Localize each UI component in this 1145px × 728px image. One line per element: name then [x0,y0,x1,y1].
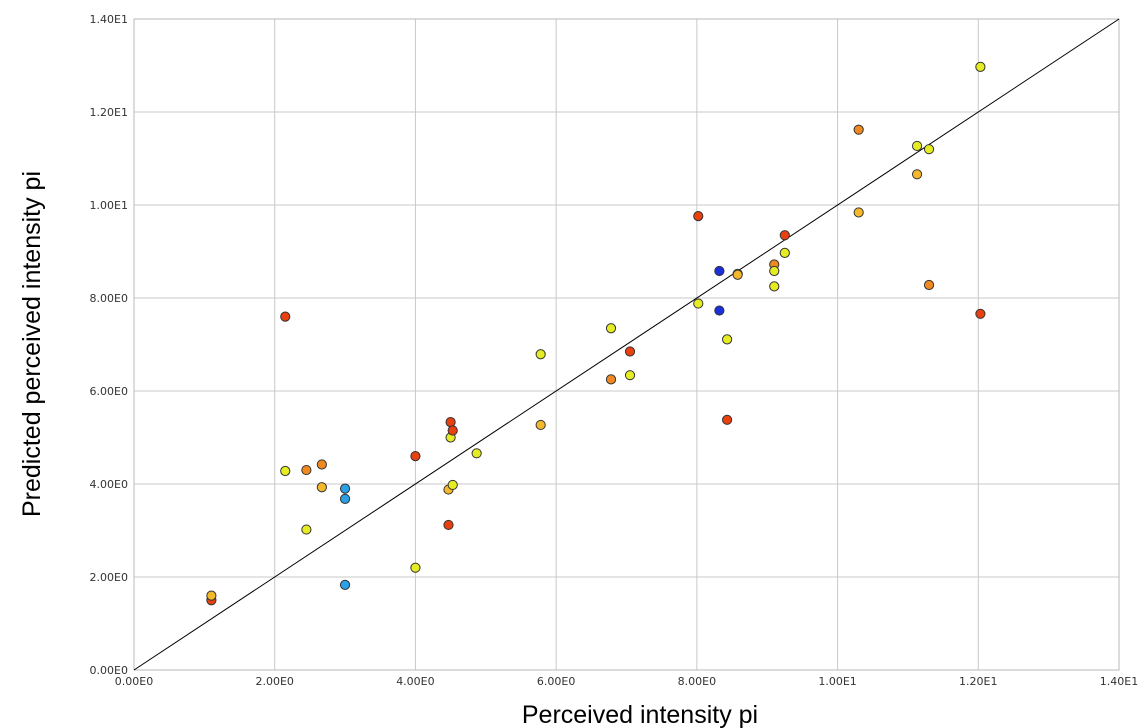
data-point [693,298,704,309]
points [206,61,986,606]
plot-frame [133,18,1120,671]
data-point [714,305,725,316]
data-point [535,419,546,431]
data-point [779,230,790,241]
data-point [339,493,351,504]
data-point [316,482,327,493]
x-tick-label: 8.00E0 [678,675,716,688]
data-point [339,579,351,591]
data-point [722,334,733,345]
x-tick-label: 4.00E0 [396,675,434,688]
y-tick-label: 2.00E0 [90,571,128,584]
y-tick-label: 1.00E1 [90,199,128,212]
data-point [693,211,704,222]
data-point [447,425,458,436]
x-tick-label: 1.00E1 [818,675,856,688]
data-point [280,465,291,477]
data-point [301,464,312,476]
data-point [410,562,421,573]
y-tick-label: 8.00E0 [90,292,128,305]
data-point [722,414,733,425]
data-point [923,279,935,291]
data-point [605,323,617,334]
data-point [339,483,351,494]
x-tick-label: 1.20E1 [959,675,997,688]
data-point [535,349,546,360]
data-point [779,247,790,258]
y-tick-label: 4.00E0 [90,478,128,491]
data-point [853,124,864,135]
data-point [769,265,780,277]
data-point [301,524,312,535]
y-axis-title: Predicted perceived intensity pi [18,171,46,517]
data-point [206,590,217,601]
data-point [911,140,923,152]
data-point [732,269,743,280]
x-tick-labels: 0.00E0 2.00E0 4.00E0 6.00E0 8.00E0 1.00E1 1.20… [115,675,1138,688]
y-tick-label: 1.40E1 [90,13,128,26]
x-tick-label: 2.00E0 [255,675,293,688]
data-point [605,374,617,385]
x-axis-title: Perceived intensity pi [522,701,758,728]
x-tick-label: 6.00E0 [537,675,575,688]
data-point [911,169,923,180]
data-point [316,459,327,470]
data-point [280,311,291,322]
data-point [714,265,725,277]
y-tick-label: 6.00E0 [90,385,128,398]
y-tick-label: 1.20E1 [90,106,128,119]
reference-line [133,18,1120,671]
data-point [975,308,986,319]
y-tick-labels: 0.00E0 2.00E0 4.00E0 6.00E0 8.00E0 1.00E1 1.20… [90,13,128,677]
x-tick-label: 1.40E1 [1100,675,1138,688]
data-point [443,519,454,531]
data-point [769,281,780,292]
data-point [923,144,935,155]
y-tick-label: 0.00E0 [90,664,128,677]
data-point [853,207,864,218]
x-tick-label: 0.00E0 [115,675,153,688]
data-point [447,479,458,491]
data-point [624,370,636,381]
data-point [624,346,636,357]
data-point [975,61,986,72]
data-point [471,448,482,459]
data-point [445,417,456,428]
data-point [410,451,421,462]
